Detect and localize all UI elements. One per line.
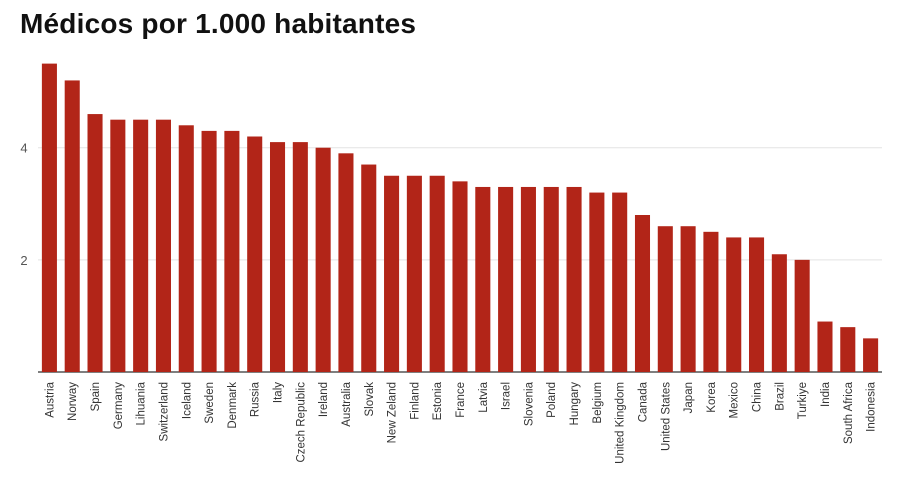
bar-turkiye (794, 259, 810, 372)
x-tick-label: Estonia (432, 381, 444, 420)
x-tick-label: Korea (706, 381, 718, 412)
bar-hungary (566, 186, 582, 372)
bar-united-states (657, 226, 673, 372)
bar-ireland (315, 147, 331, 372)
bar-sweden (201, 130, 217, 372)
x-tick-label: Belgium (592, 382, 604, 424)
x-tick-label: Latvia (478, 381, 490, 412)
bar-korea (703, 231, 719, 372)
x-tick-label: Canada (637, 381, 649, 422)
bar-austria (41, 63, 57, 373)
bar-germany (110, 119, 126, 373)
x-tick-label: Indonesia (866, 381, 878, 431)
x-tick-label: South Africa (843, 381, 855, 444)
bar-estonia (429, 175, 445, 372)
bar-new-zeland (384, 175, 400, 372)
x-tick-label: Spain (90, 382, 102, 411)
bar-czech-republic (292, 142, 308, 372)
bar-russia (247, 136, 263, 372)
bar-slovak (361, 164, 377, 372)
x-tick-label: Australia (341, 381, 353, 426)
x-tick-label: Japan (683, 382, 695, 413)
x-tick-label: Slovenia (523, 381, 535, 426)
bar-belgium (589, 192, 605, 372)
bar-south-africa (840, 327, 856, 372)
x-tick-label: Ireland (318, 382, 330, 417)
x-tick-label: Czech Republic (295, 382, 307, 463)
x-tick-label: Sweden (204, 382, 216, 424)
bar-norway (64, 80, 80, 373)
x-tick-label: Lihuania (136, 381, 148, 425)
y-tick-label: 2 (20, 253, 27, 268)
bar-israel (498, 186, 514, 372)
bar-iceland (178, 125, 194, 372)
x-tick-label: India (820, 381, 832, 407)
x-tick-label: Denmark (227, 382, 239, 429)
bar-denmark (224, 130, 240, 372)
x-tick-label: Iceland (181, 382, 193, 419)
bar-italy (269, 142, 286, 372)
bar-lihuania (133, 119, 149, 373)
x-tick-label: United States (660, 382, 672, 451)
x-tick-label: Germany (113, 382, 125, 430)
chart-title: Médicos por 1.000 habitantes (20, 8, 417, 39)
bar-canada (634, 215, 651, 372)
x-tick-label: Turkiye (797, 382, 809, 419)
x-tick-label: Israel (501, 382, 513, 410)
x-tick-label: United Kingdom (615, 382, 627, 464)
x-tick-label: Brazil (774, 382, 786, 411)
x-tick-label: Italy (273, 382, 285, 403)
bar-united-kingdom (612, 192, 628, 372)
bar-india (817, 321, 833, 372)
bar-indonesia (863, 338, 879, 372)
bar-france (452, 181, 468, 372)
x-tick-label: Finland (409, 382, 421, 420)
x-tick-label: France (455, 382, 467, 418)
x-tick-label: Poland (546, 382, 558, 418)
y-tick-label: 4 (20, 141, 27, 156)
bar-australia (338, 153, 354, 372)
bar-japan (680, 226, 696, 372)
bar-brazil (771, 254, 787, 372)
x-tick-label: Austria (44, 381, 56, 417)
bar-china (749, 237, 765, 372)
bar-poland (543, 186, 559, 372)
bar-mexico (726, 237, 742, 372)
x-tick-label: Russia (250, 381, 262, 417)
x-tick-label: Slovak (364, 382, 376, 417)
bar-latvia (475, 186, 491, 372)
x-tick-label: Norway (67, 382, 79, 421)
x-tick-label: New Zeland (387, 382, 399, 443)
x-tick-label: China (752, 381, 764, 412)
x-tick-label: Hungary (569, 382, 581, 426)
bar-finland (406, 175, 422, 372)
bar-spain (87, 114, 103, 372)
x-tick-label: Switzerland (158, 382, 170, 441)
x-tick-label: Mexico (729, 382, 741, 418)
bar-slovenia (520, 186, 536, 372)
bar-switzerland (155, 119, 171, 373)
